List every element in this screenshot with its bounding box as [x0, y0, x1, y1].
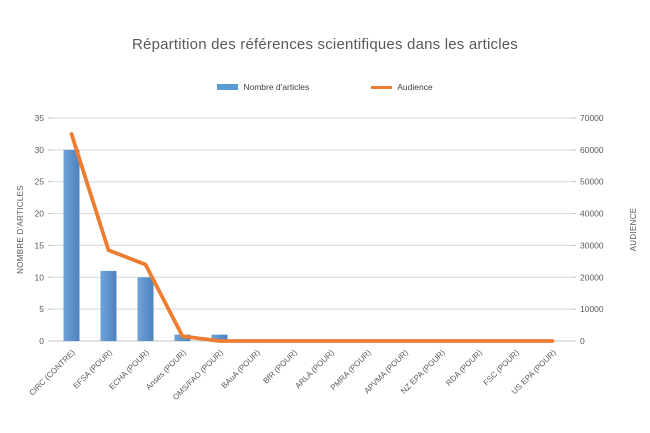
right-axis-tick-label: 30000 — [580, 240, 604, 250]
right-axis-title: AUDIENCE — [629, 208, 638, 252]
right-axis-tick-label: 20000 — [580, 272, 604, 282]
right-axis-tick-label: 50000 — [580, 177, 604, 187]
bar-OMS/FAO (POUR) — [211, 334, 228, 341]
legend-label: Audience — [397, 82, 433, 92]
left-axis-tick-label: 5 — [39, 304, 44, 314]
left-axis-tick-label: 25 — [35, 177, 45, 187]
left-axis-tick-label: 0 — [39, 336, 44, 346]
x-axis-label-FSC (POUR): FSC (POUR) — [482, 348, 522, 388]
legend-bar-swatch-icon — [217, 84, 239, 90]
bar-ECHA (POUR) — [137, 277, 154, 341]
x-axis-label-CIRC (CONTRE): CIRC (CONTRE) — [27, 348, 77, 398]
right-axis-tick-label: 10000 — [580, 304, 604, 314]
bar-EFSA (POUR) — [100, 270, 117, 341]
audience-line — [69, 132, 555, 343]
x-axis-label-BfR (POUR): BfR (POUR) — [261, 348, 299, 386]
legend-label: Nombre d'articles — [243, 82, 310, 92]
left-axis-tick-label: 35 — [35, 113, 45, 123]
legend-line-swatch-icon — [371, 85, 393, 89]
left-axis-tick-label: 30 — [35, 145, 45, 155]
left-axis-tick-label: 10 — [35, 272, 45, 282]
left-axis-title: NOMBRE D'ARTICLES — [16, 185, 25, 274]
right-axis-tick-label: 0 — [580, 336, 585, 346]
x-axis-label-RDA (POUR): RDA (POUR) — [444, 348, 484, 388]
right-axis-tick-label: 60000 — [580, 145, 604, 155]
legend-item-line: Audience — [371, 82, 433, 92]
chart-title: Répartition des références scientifiques… — [132, 36, 518, 53]
x-axis-label-BAuA (POUR): BAuA (POUR) — [220, 348, 262, 390]
bar-CIRC (CONTRE) — [63, 149, 80, 341]
left-axis-tick-label: 15 — [35, 240, 45, 250]
right-axis-tick-label: 70000 — [580, 113, 604, 123]
left-axis-tick-label: 20 — [35, 209, 45, 219]
legend-item-bar: Nombre d'articles — [217, 82, 309, 92]
right-axis-tick-label: 40000 — [580, 209, 604, 219]
chart-legend: Nombre d'articles Audience — [0, 82, 650, 92]
